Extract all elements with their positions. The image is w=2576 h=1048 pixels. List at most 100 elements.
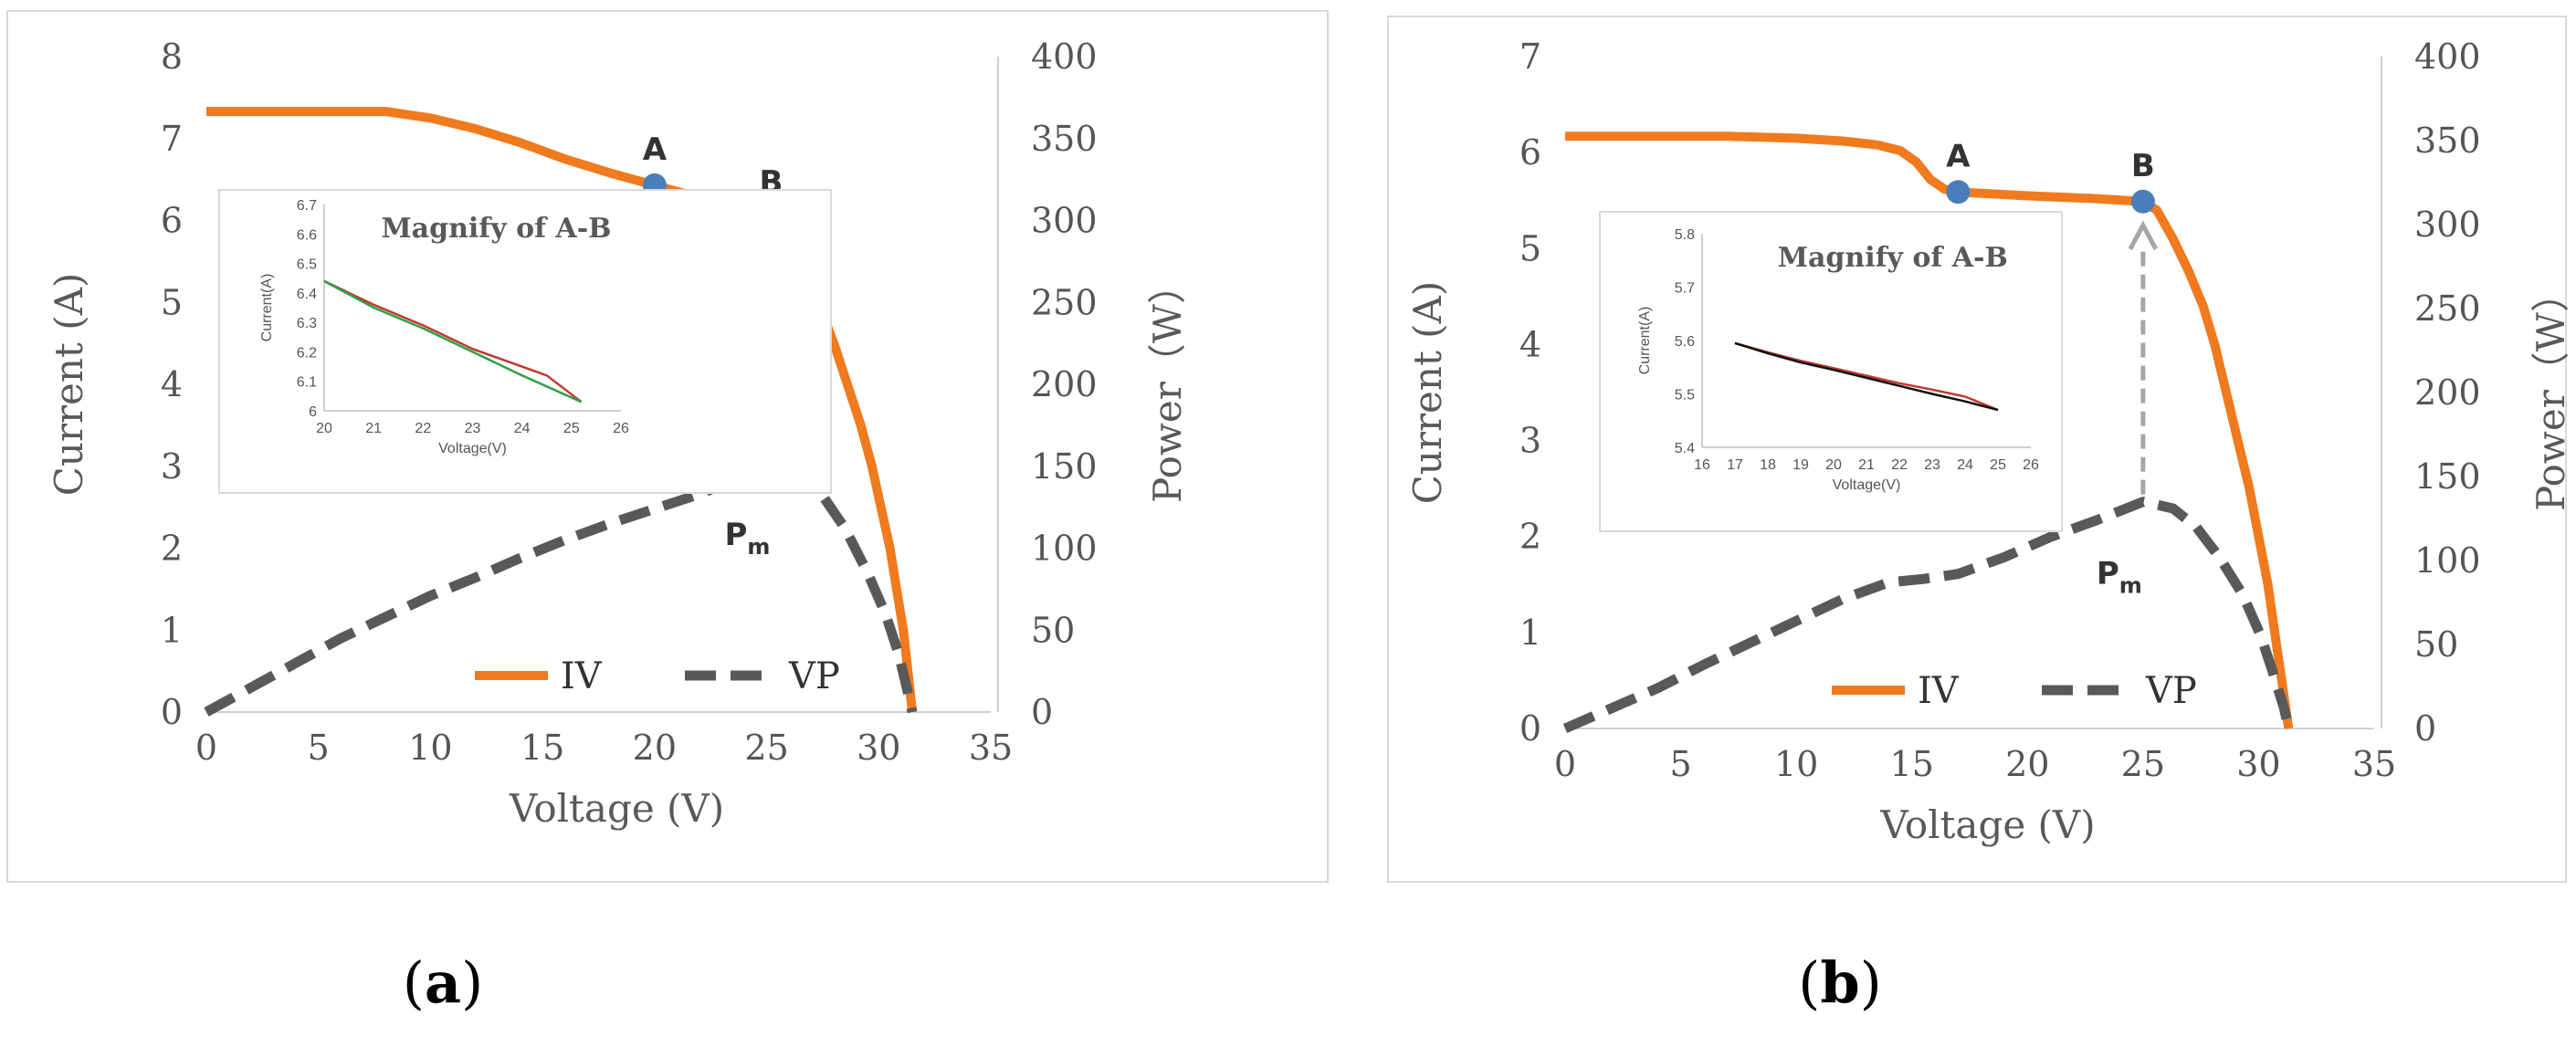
caption-close: )	[461, 949, 483, 1016]
inset-measured-line	[1734, 341, 1999, 412]
y-tick-label: 4	[161, 364, 183, 404]
inset-y-tick-label: 6.5	[297, 257, 317, 273]
y-tick-label: 1	[161, 610, 183, 650]
caption-close: )	[1860, 949, 1882, 1016]
y-tick-label: 2	[1519, 517, 1541, 557]
y-tick-label: 3	[161, 446, 183, 487]
caption-open: (	[1798, 949, 1820, 1016]
y2-tick-label: 300	[2414, 204, 2481, 245]
inset-x-tick-label: 24	[514, 421, 531, 436]
x-tick-label: 5	[308, 728, 330, 768]
pm-label: Pm	[2097, 556, 2142, 599]
inset-y-tick-label: 6.2	[297, 345, 317, 361]
y-tick-label: 0	[1519, 708, 1541, 749]
inset-x-tick-label: 20	[316, 421, 332, 436]
y2-tick-label: 50	[2414, 624, 2458, 665]
y2-tick-label: 200	[1031, 364, 1098, 404]
inset-x-tick-label: 24	[1957, 457, 1973, 473]
x-tick-label: 30	[2236, 744, 2280, 784]
inset-x-tick-label: 23	[465, 421, 481, 436]
caption: (b)	[1798, 949, 1882, 1016]
y-tick-label: 7	[161, 119, 183, 159]
y-tick-label: 0	[161, 692, 183, 732]
vp-curve	[1562, 497, 2294, 734]
legend-vp-label: VP	[788, 655, 840, 697]
y2-tick-label: 350	[1031, 119, 1098, 159]
x-tick-label: 30	[857, 728, 900, 768]
chart-a: 0 5 10 15 20 25 30 3501234567805010015020025030…	[6, 10, 1329, 1016]
inset-y-label: Current(A)	[1637, 307, 1653, 375]
x-axis-label: Voltage (V)	[1879, 802, 2095, 847]
x-tick-label: 35	[2352, 744, 2396, 784]
y2-tick-label: 250	[1031, 282, 1098, 322]
y2-tick-label: 100	[1031, 529, 1098, 569]
y2-tick-label: 200	[2414, 372, 2481, 413]
inset-y-tick-label: 5.7	[1675, 281, 1695, 297]
y-tick-label: 1	[1519, 613, 1541, 653]
y-tick-label: 5	[161, 282, 183, 322]
inset-y-label: Current(A)	[259, 274, 275, 342]
y-tick-label: 5	[1519, 228, 1541, 268]
legend-iv-label: IV	[561, 655, 603, 697]
point-b-label: B	[2131, 148, 2155, 184]
y2-tick-label: 400	[2414, 37, 2481, 77]
x-tick-label: 25	[2121, 744, 2165, 784]
inset-x-tick-label: 21	[365, 421, 382, 436]
y2-tick-label: 0	[1031, 692, 1053, 732]
y-axis-label: Current (A)	[47, 273, 91, 497]
inset-magnify: 20 21 22 23 24 25 26 6 6.1 6.2 6.3 6.4 6.5 6.6 6.7 Volt…	[218, 189, 832, 494]
y2-tick-label: 100	[2414, 540, 2481, 581]
y2-axis-label: Power（W）	[1145, 266, 1190, 503]
y2-axis-label: Power（W）	[2529, 274, 2573, 511]
x-tick-label: 20	[633, 728, 677, 768]
inset-y-tick-label: 6.3	[297, 316, 317, 331]
inset-measured-line	[323, 279, 583, 403]
point-a-marker	[1946, 180, 1971, 204]
inset-frame	[1599, 211, 2063, 532]
y2-tick-label: 150	[1031, 446, 1098, 487]
inset-x-label: Voltage(V)	[1833, 477, 1901, 493]
y-tick-label: 8	[161, 37, 183, 77]
inset-fitted-line	[1734, 341, 1999, 412]
legend-iv-label: IV	[1918, 670, 1960, 712]
x-tick-label: 25	[744, 728, 788, 768]
inset-y-tick-label: 5.4	[1675, 441, 1695, 456]
inset-x-tick-label: 22	[1891, 457, 1908, 473]
inset-x-tick-label: 22	[415, 421, 431, 436]
inset-x-tick-label: 19	[1793, 457, 1809, 473]
y-tick-label: 4	[1519, 324, 1541, 364]
inset-magnify: 16 17 18 19 20 21 22 23 24 25 26 5.4 5.5 5.6 5.7 5.8 Vol…	[1599, 211, 2063, 532]
inset-y-tick-label: 6.4	[297, 287, 317, 302]
x-tick-label: 10	[408, 728, 452, 768]
vp-curve	[204, 457, 918, 717]
inset-frame	[218, 189, 832, 494]
caption: (a)	[403, 949, 484, 1016]
inset-fitted-line	[323, 279, 583, 403]
caption-open: (	[403, 949, 425, 1016]
x-tick-label: 15	[1890, 744, 1934, 784]
inset-x-tick-label: 25	[563, 421, 580, 436]
point-a-label: A	[1946, 138, 1971, 174]
caption-letter: a	[425, 949, 461, 1016]
inset-x-tick-label: 16	[1694, 457, 1710, 473]
x-tick-label: 15	[520, 728, 564, 768]
y2-tick-label: 300	[1031, 201, 1098, 241]
y-tick-label: 6	[1519, 132, 1541, 173]
y2-tick-label: 400	[1031, 37, 1098, 77]
y2-tick-label: 50	[1031, 610, 1075, 650]
inset-x-tick-label: 20	[1825, 457, 1842, 473]
y-tick-label: 2	[161, 529, 183, 569]
inset-x-tick-label: 25	[1990, 457, 2006, 473]
inset-y-tick-label: 6.1	[297, 375, 317, 391]
inset-x-tick-label: 18	[1760, 457, 1776, 473]
y2-tick-label: 250	[2414, 288, 2481, 329]
inset-y-tick-label: 5.6	[1675, 334, 1695, 350]
y2-tick-label: 350	[2414, 121, 2481, 161]
inset-x-label: Voltage(V)	[438, 441, 507, 456]
y-axis-label: Current (A)	[1405, 281, 1450, 505]
pm-arrow-head	[2128, 220, 2159, 250]
inset-x-tick-label: 26	[613, 421, 629, 436]
caption-letter: b	[1820, 949, 1859, 1016]
x-tick-label: 5	[1669, 744, 1691, 784]
